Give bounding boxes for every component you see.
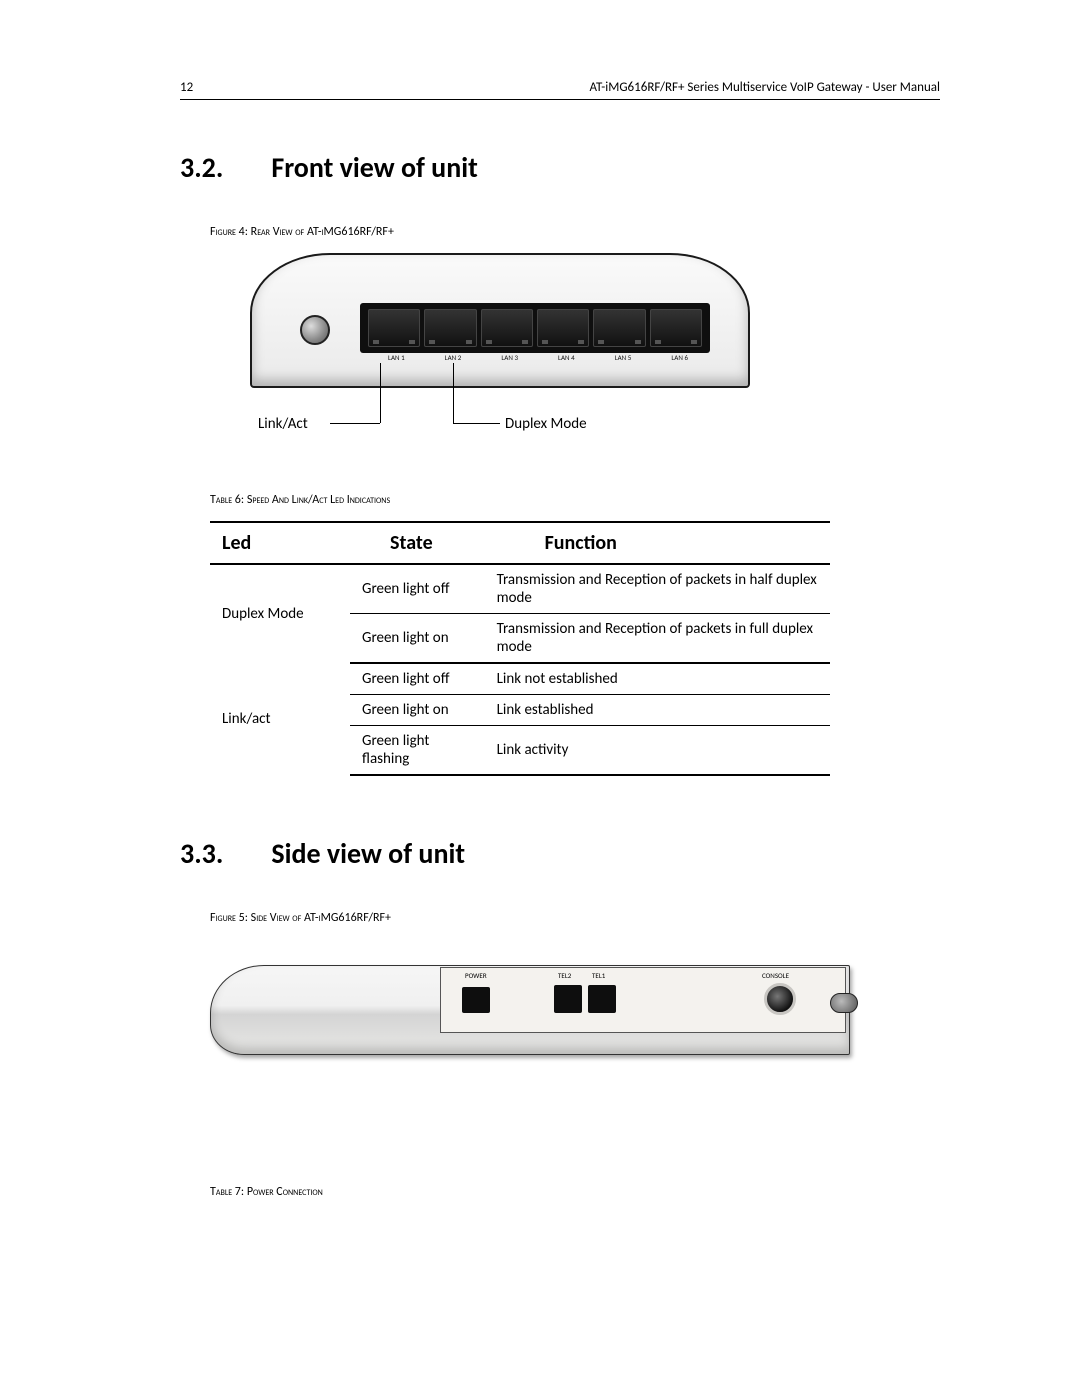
lan-port-icon [424, 309, 476, 347]
cell-led: Link/act [210, 663, 350, 775]
figure-4-caption: Figure 4: Rear View of AT-iMG616RF/RF+ [210, 225, 940, 239]
page-header: 12 AT-iMG616RF/RF+ Series Multiservice V… [180, 80, 940, 100]
lan-label: LAN 5 [595, 353, 652, 362]
label-tel1: TEL1 [592, 971, 605, 980]
lan-label: LAN 4 [538, 353, 595, 362]
lan-port-icon [481, 309, 533, 347]
label-power: POWER [465, 971, 487, 980]
section-3-2-heading: 3.2. Front view of unit [180, 150, 940, 185]
section-3-3-heading: 3.3. Side view of unit [180, 836, 940, 871]
callout-line [453, 423, 500, 424]
tel2-port-icon [554, 985, 582, 1013]
coax-connector-icon [300, 315, 330, 345]
cell-function: Link not established [485, 663, 830, 695]
table-header-row: Led State Function [210, 522, 830, 564]
cell-function: Link activity [485, 726, 830, 776]
lan-port-icon [650, 309, 702, 347]
cell-led: Duplex Mode [210, 564, 350, 663]
page-number: 12 [180, 80, 193, 95]
cell-state: Green light off [350, 564, 485, 614]
tel1-port-icon [588, 985, 616, 1013]
table-row: Link/act Green light off Link not establ… [210, 663, 830, 695]
col-led: Led [210, 522, 350, 564]
running-header: AT-iMG616RF/RF+ Series Multiservice VoIP… [589, 80, 940, 95]
lan-label: LAN 6 [651, 353, 708, 362]
cell-state: Green light on [350, 695, 485, 726]
callout-line [330, 423, 380, 424]
cell-state: Green light on [350, 614, 485, 664]
figure-5-caption: Figure 5: Side View of AT-iMG616RF/RF+ [210, 911, 940, 925]
section-title: Side view of unit [271, 836, 465, 871]
col-function: Function [485, 522, 830, 564]
cell-function: Link established [485, 695, 830, 726]
callout-line [380, 363, 381, 423]
label-console: CONSOLE [762, 971, 789, 980]
col-state: State [350, 522, 485, 564]
lan-port-icon [593, 309, 645, 347]
section-number: 3.3. [180, 836, 223, 871]
section-title: Front view of unit [271, 150, 477, 185]
cell-state: Green light off [350, 663, 485, 695]
lan-port-icon [537, 309, 589, 347]
console-port-icon [764, 983, 796, 1015]
cell-function: Transmission and Reception of packets in… [485, 614, 830, 664]
table-row: Duplex Mode Green light off Transmission… [210, 564, 830, 614]
lan-port-labels-row: LAN 1 LAN 2 LAN 3 LAN 4 LAN 5 LAN 6 [368, 353, 708, 362]
figure-5-side-view: POWER TEL2 TEL1 CONSOLE [210, 955, 850, 1075]
power-port-icon [462, 987, 490, 1013]
lan-port-bank [360, 303, 710, 353]
cell-function: Transmission and Reception of packets in… [485, 564, 830, 614]
lan-label: LAN 2 [425, 353, 482, 362]
table-7-caption: Table 7: Power Connection [210, 1185, 940, 1199]
figure-4-front-view: LAN 1 LAN 2 LAN 3 LAN 4 LAN 5 LAN 6 Link… [220, 253, 780, 463]
lan-label: LAN 1 [368, 353, 425, 362]
cell-state: Green light flashing [350, 726, 485, 776]
table-6-caption: Table 6: Speed And Link/Act Led Indicati… [210, 493, 940, 507]
callout-link-act: Link/Act [258, 415, 308, 433]
label-tel2: TEL2 [558, 971, 571, 980]
callout-line [453, 363, 454, 423]
lan-port-icon [368, 309, 420, 347]
side-jack-icon [830, 993, 858, 1013]
table-6-led-indications: Led State Function Duplex Mode Green lig… [210, 521, 830, 776]
lan-label: LAN 3 [481, 353, 538, 362]
section-number: 3.2. [180, 150, 223, 185]
callout-duplex-mode: Duplex Mode [505, 415, 587, 433]
